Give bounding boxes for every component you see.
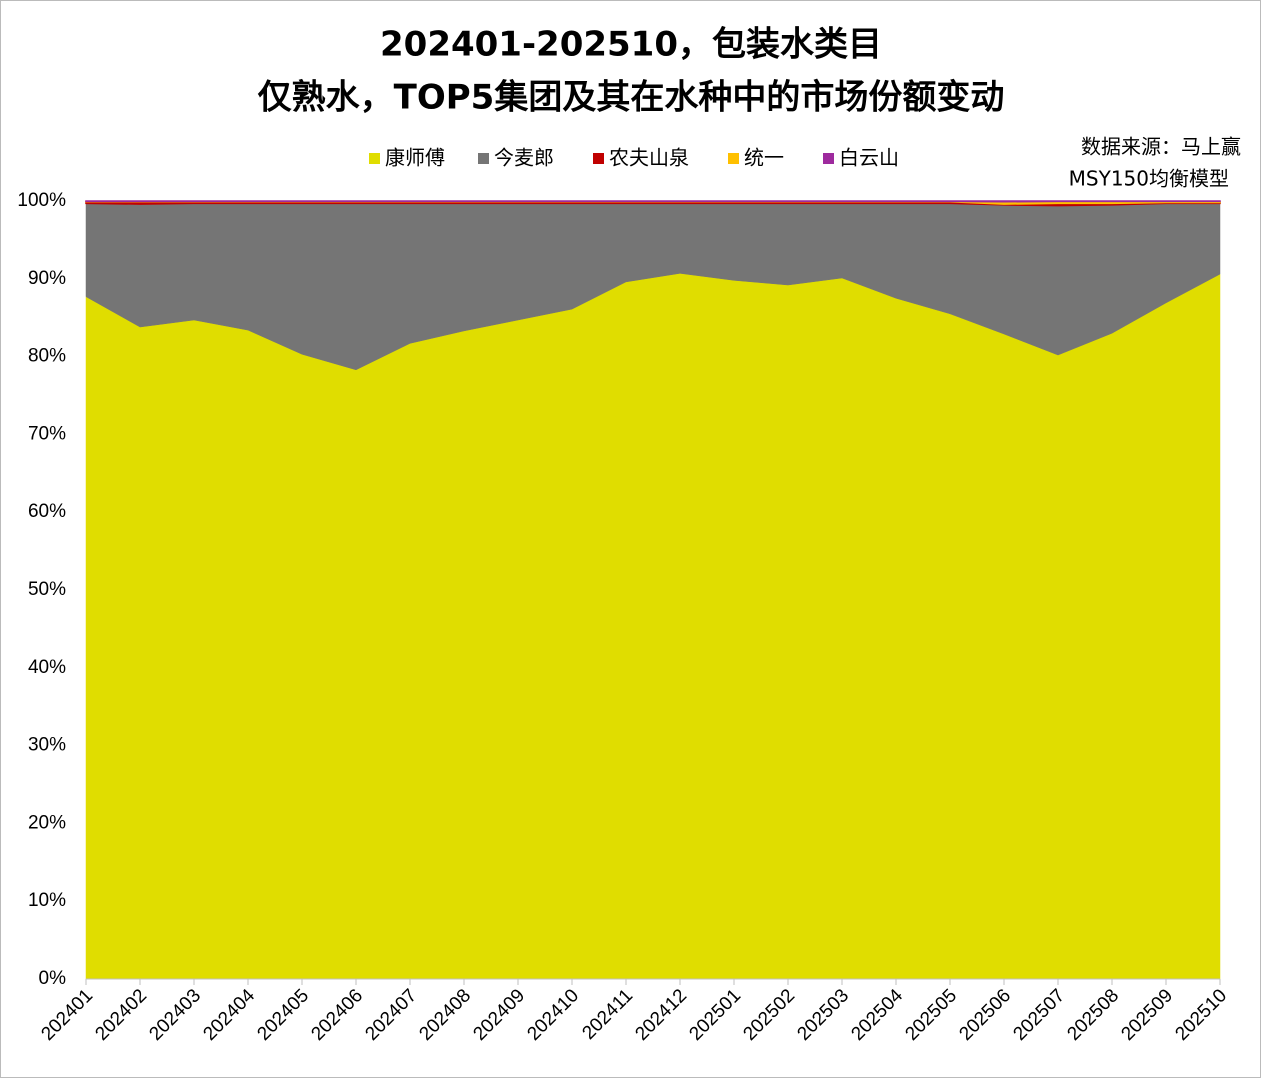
x-tick-label: 202406 — [307, 985, 367, 1045]
legend-label: 今麦郎 — [494, 146, 554, 170]
chart-subtitle: 仅熟水，TOP5集团及其在水种中的市场份额变动 — [258, 78, 1005, 118]
x-tick-label: 202401 — [37, 985, 97, 1045]
y-tick-label: 70% — [28, 423, 66, 444]
y-tick-label: 80% — [28, 346, 66, 367]
x-tick-label: 202405 — [253, 985, 313, 1045]
x-tick-label: 202505 — [901, 985, 961, 1045]
y-tick-label: 60% — [28, 501, 66, 522]
legend-label: 康师傅 — [385, 146, 445, 170]
x-tick-label: 202402 — [91, 985, 151, 1045]
y-tick-label: 50% — [28, 579, 66, 600]
x-tick-label: 202404 — [199, 985, 259, 1045]
y-tick-label: 90% — [28, 268, 66, 289]
source-note: 数据来源：马上赢 — [1081, 135, 1241, 159]
area — [85, 273, 1221, 980]
y-tick-label: 100% — [17, 190, 66, 211]
legend-swatch — [728, 153, 739, 164]
chart-title: 202401-202510，包装水类目 — [380, 25, 882, 65]
x-tick-label: 202506 — [955, 985, 1015, 1045]
x-tick-label: 202504 — [847, 985, 907, 1045]
x-tick-label: 202412 — [631, 985, 691, 1045]
x-tick-label: 202501 — [685, 985, 745, 1045]
legend-swatch — [593, 153, 604, 164]
x-tick-label: 202502 — [739, 985, 799, 1045]
x-tick-label: 202508 — [1063, 985, 1123, 1045]
x-tick-label: 202403 — [145, 985, 205, 1045]
y-tick-label: 30% — [28, 735, 66, 756]
x-tick-label: 202410 — [523, 985, 583, 1045]
x-tick-label: 202507 — [1009, 985, 1069, 1045]
x-tick-label: 202510 — [1171, 985, 1231, 1045]
x-tick-label: 202408 — [415, 985, 475, 1045]
legend-label: 统一 — [744, 146, 784, 170]
legend-label: 农夫山泉 — [609, 146, 689, 170]
area — [85, 200, 1221, 203]
x-tick-label: 202409 — [469, 985, 529, 1045]
legend-swatch — [478, 153, 489, 164]
y-tick-label: 20% — [28, 812, 66, 833]
source-note: MSY150均衡模型 — [1069, 167, 1229, 191]
y-tick-label: 0% — [39, 968, 67, 989]
x-tick-label: 202509 — [1117, 985, 1177, 1045]
x-tick-label: 202407 — [361, 985, 421, 1045]
legend-swatch — [823, 153, 834, 164]
legend-swatch — [369, 153, 380, 164]
legend-label: 白云山 — [839, 146, 899, 170]
y-tick-label: 40% — [28, 657, 66, 678]
y-tick-label: 10% — [28, 890, 66, 911]
x-tick-label: 202503 — [793, 985, 853, 1045]
x-tick-label: 202411 — [578, 985, 637, 1044]
